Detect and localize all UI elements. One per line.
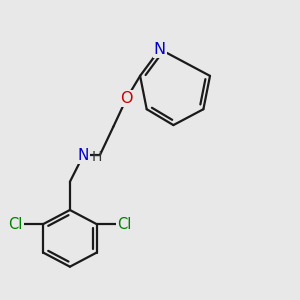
Text: O: O — [120, 91, 133, 106]
Text: Cl: Cl — [8, 217, 22, 232]
Text: Cl: Cl — [118, 217, 132, 232]
Text: H: H — [92, 150, 102, 164]
Text: N: N — [78, 148, 89, 163]
Text: N: N — [154, 42, 166, 57]
